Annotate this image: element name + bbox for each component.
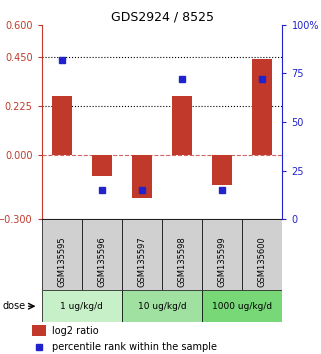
Bar [172, 96, 192, 155]
Bar [42, 290, 122, 322]
Text: percentile rank within the sample: percentile rank within the sample [52, 342, 217, 352]
Title: GDS2924 / 8525: GDS2924 / 8525 [111, 11, 213, 24]
Bar [42, 219, 82, 290]
Text: 10 ug/kg/d: 10 ug/kg/d [138, 302, 187, 311]
Bar [132, 155, 152, 198]
Bar [202, 290, 282, 322]
Bar [52, 96, 72, 155]
Text: dose: dose [2, 301, 25, 311]
Text: GSM135599: GSM135599 [218, 236, 227, 287]
Bar [252, 59, 273, 155]
Text: 1 ug/kg/d: 1 ug/kg/d [60, 302, 103, 311]
Text: GSM135595: GSM135595 [57, 236, 66, 287]
Bar [202, 219, 242, 290]
Text: GSM135596: GSM135596 [97, 236, 107, 287]
Bar [31, 325, 46, 336]
Bar [212, 155, 232, 185]
Bar [162, 219, 202, 290]
Text: 1000 ug/kg/d: 1000 ug/kg/d [212, 302, 273, 311]
Text: GSM135600: GSM135600 [258, 236, 267, 287]
Text: GSM135597: GSM135597 [137, 236, 147, 287]
Text: GSM135598: GSM135598 [178, 236, 187, 287]
Bar [242, 219, 282, 290]
Bar [122, 290, 202, 322]
Bar [82, 219, 122, 290]
Text: log2 ratio: log2 ratio [52, 326, 99, 336]
Bar [92, 155, 112, 176]
Bar [122, 219, 162, 290]
